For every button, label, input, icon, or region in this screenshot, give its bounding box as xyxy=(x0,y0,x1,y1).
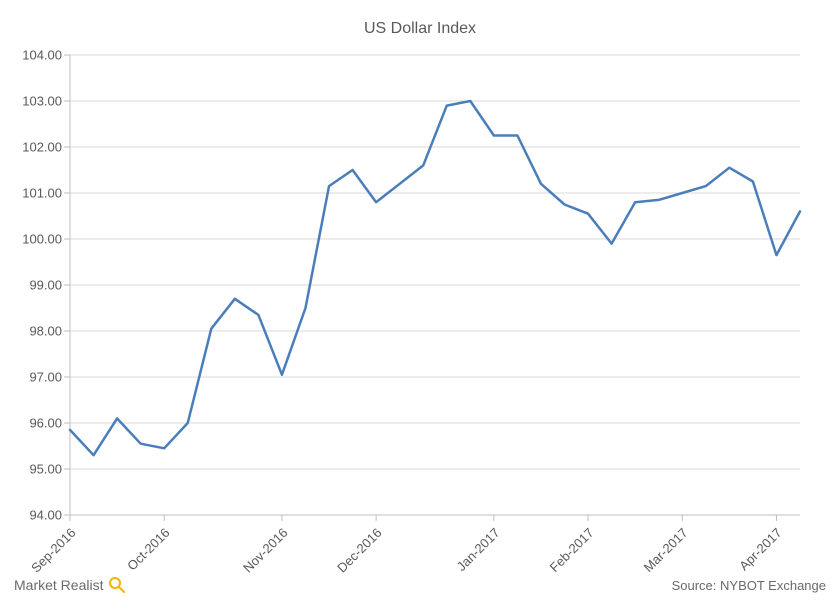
x-tick-label: Nov-2016 xyxy=(240,525,290,575)
y-tick-label: 100.00 xyxy=(22,232,62,247)
y-tick-label: 95.00 xyxy=(29,462,62,477)
y-tick-label: 102.00 xyxy=(22,140,62,155)
y-tick-label: 98.00 xyxy=(29,324,62,339)
x-tick-label: Feb-2017 xyxy=(547,525,597,575)
y-tick-label: 103.00 xyxy=(22,94,62,109)
chart-title: US Dollar Index xyxy=(0,20,840,38)
y-tick-label: 97.00 xyxy=(29,370,62,385)
y-tick-label: 96.00 xyxy=(29,416,62,431)
x-tick-label: Mar-2017 xyxy=(641,525,691,575)
magnifier-icon xyxy=(108,576,126,594)
series-line-usd-index xyxy=(70,101,800,455)
y-tick-label: 99.00 xyxy=(29,278,62,293)
y-tick-label: 101.00 xyxy=(22,186,62,201)
y-tick-label: 104.00 xyxy=(22,48,62,63)
x-tick-label: Apr-2017 xyxy=(737,525,785,573)
brand-label: Market Realist xyxy=(14,577,103,593)
y-tick-label: 94.00 xyxy=(29,508,62,523)
plot-area xyxy=(70,55,800,515)
x-tick-label: Dec-2016 xyxy=(334,525,384,575)
source-label: Source: NYBOT Exchange xyxy=(672,578,826,593)
dollar-index-chart: US Dollar Index 94.00 95.00 96.00 97.00 98.0… xyxy=(0,0,840,601)
chart-svg xyxy=(70,55,800,525)
x-tick-label: Oct-2016 xyxy=(124,525,172,573)
x-tick-label: Jan-2017 xyxy=(454,525,503,574)
x-tick-label: Sep-2016 xyxy=(28,525,78,575)
